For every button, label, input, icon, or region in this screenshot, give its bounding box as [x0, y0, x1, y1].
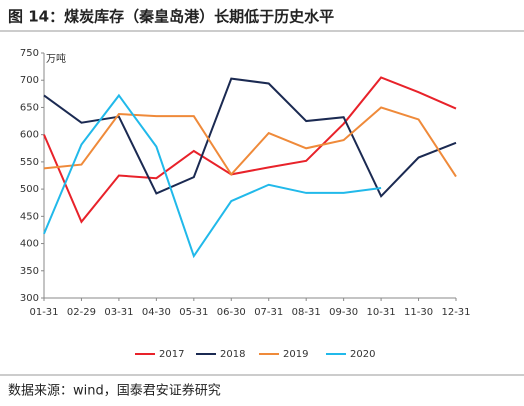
y-tick-label: 600	[20, 130, 39, 141]
y-axis-label: 万吨	[46, 52, 66, 65]
chart-title: 图 14：煤炭库存（秦皇岛港）长期低于历史水平	[8, 8, 334, 26]
legend-label: 2018	[220, 349, 245, 360]
legend-label: 2017	[159, 349, 184, 360]
y-tick-label: 750	[20, 48, 39, 59]
x-tick-label: 02-29	[67, 307, 96, 318]
y-tick-label: 350	[20, 266, 39, 277]
x-tick-label: 09-30	[329, 307, 358, 318]
x-tick-label: 01-31	[29, 307, 58, 318]
x-tick-label: 05-31	[179, 307, 208, 318]
x-tick-label: 12-31	[441, 307, 470, 318]
legend-label: 2019	[283, 349, 308, 360]
x-tick-label: 08-31	[292, 307, 321, 318]
x-tick-label: 07-31	[254, 307, 283, 318]
series-line	[43, 77, 457, 198]
y-tick-label: 550	[20, 157, 39, 168]
series-line	[43, 76, 457, 224]
series-line	[43, 106, 457, 178]
y-tick-label: 300	[20, 293, 39, 304]
y-tick-label: 400	[20, 239, 39, 250]
y-tick-label: 650	[20, 102, 39, 113]
x-tick-label: 06-30	[217, 307, 246, 318]
y-tick-label: 700	[20, 75, 39, 86]
source: 数据来源：wind，国泰君安证券研究	[8, 383, 221, 399]
x-tick-label: 10-31	[367, 307, 396, 318]
legend-label: 2020	[350, 349, 375, 360]
y-tick-label: 500	[20, 184, 39, 195]
y-tick-label: 450	[20, 211, 39, 222]
x-tick-label: 04-30	[142, 307, 171, 318]
x-tick-label: 03-31	[104, 307, 133, 318]
x-tick-label: 11-30	[404, 307, 433, 318]
series-line	[43, 93, 382, 259]
